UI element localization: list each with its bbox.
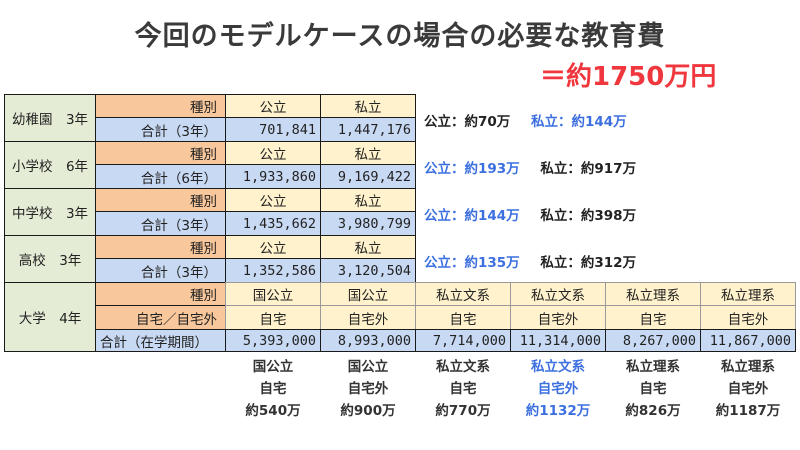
univ-summary: 私立文系 自宅 約770万 [415,356,511,422]
public-total: 701,841 [225,117,321,142]
kind-header: 種別 [95,282,226,306]
note-high-school: 公立：約135万 私立：約312万 [424,251,636,271]
summary-kind: 私立理系 [626,359,680,375]
kind-private: 私立 [320,188,416,212]
stage-label-junior-high: 中学校 3年 [4,188,96,236]
kind-private: 私立 [320,141,416,165]
kind-header: 種別 [95,141,226,165]
stage-label-kindergarten: 幼稚園 3年 [4,94,96,142]
private-total: 9,169,422 [320,164,416,189]
kind-header: 種別 [95,94,226,118]
univ-home: 自宅外 [510,305,606,330]
summary-amount: 約1132万 [525,403,591,419]
note-private: 私立：約398万 [540,208,637,224]
public-total: 1,933,860 [225,164,321,189]
stage-label-elementary: 小学校 6年 [4,141,96,189]
summary-amount: 約770万 [435,403,491,419]
summary-kind: 私立文系 [531,359,585,375]
summary-amount: 約540万 [245,403,301,419]
summary-kind: 私立理系 [721,359,775,375]
note-junior-high: 公立：約144万 私立：約398万 [424,204,636,224]
note-public: 公立：約193万 [424,161,520,177]
kind-header: 種別 [95,235,226,259]
univ-summary: 私立理系 自宅 約826万 [605,356,701,422]
grand-total: ＝約1750万円 [540,62,717,92]
univ-home: 自宅外 [700,305,796,330]
univ-kind: 国公立 [320,282,416,306]
summary-amount: 約1187万 [715,403,781,419]
kind-private: 私立 [320,94,416,118]
sum-label: 合計（6年） [95,164,226,189]
univ-total: 11,867,000 [700,329,796,352]
univ-kind: 私立文系 [415,282,511,306]
summary-home: 自宅外 [347,381,389,397]
univ-kind: 国公立 [225,282,321,306]
univ-kind: 私立文系 [510,282,606,306]
summary-home: 自宅 [259,381,287,397]
summary-home: 自宅 [639,381,667,397]
note-public: 公立：約144万 [424,208,520,224]
note-elementary: 公立：約193万 私立：約917万 [424,157,636,177]
note-public: 公立：約135万 [424,255,520,271]
kind-private: 私立 [320,235,416,259]
univ-total: 11,314,000 [510,329,606,352]
kind-header: 種別 [95,188,226,212]
summary-amount: 約900万 [340,403,396,419]
summary-kind: 私立文系 [436,359,490,375]
univ-total: 8,993,000 [320,329,416,352]
summary-home: 自宅 [449,381,477,397]
univ-total: 5,393,000 [225,329,321,352]
private-total: 1,447,176 [320,117,416,142]
private-total: 3,980,799 [320,211,416,236]
college-sum-label: 合計（在学期間） [95,329,226,352]
note-private: 私立：約917万 [540,161,637,177]
note-private: 私立：約312万 [540,255,637,271]
univ-home: 自宅 [415,305,511,330]
summary-kind: 国公立 [252,359,294,375]
public-total: 1,435,662 [225,211,321,236]
page-title: 今回のモデルケースの場合の必要な教育費 [134,21,666,52]
univ-summary: 私立理系 自宅外 約1187万 [700,356,796,422]
home-row-label: 自宅／自宅外 [95,305,226,330]
univ-home: 自宅 [605,305,701,330]
univ-summary: 国公立 自宅 約540万 [225,356,321,422]
univ-home: 自宅外 [320,305,416,330]
summary-kind: 国公立 [347,359,389,375]
stage-label-university: 大学 4年 [4,282,96,352]
sum-label: 合計（3年） [95,117,226,142]
univ-kind: 私立理系 [605,282,701,306]
summary-home: 自宅外 [727,381,769,397]
public-total: 1,352,586 [225,258,321,283]
kind-public: 公立 [225,235,321,259]
univ-total: 7,714,000 [415,329,511,352]
kind-public: 公立 [225,188,321,212]
kind-public: 公立 [225,141,321,165]
sum-label: 合計（3年） [95,211,226,236]
sum-label: 合計（3年） [95,258,226,283]
note-public: 公立：約70万 [424,114,511,130]
summary-amount: 約826万 [625,403,681,419]
univ-home: 自宅 [225,305,321,330]
note-kindergarten: 公立：約70万 私立：約144万 [424,110,627,130]
kind-public: 公立 [225,94,321,118]
stage-label-high-school: 高校 3年 [4,235,96,283]
univ-summary: 国公立 自宅外 約900万 [320,356,416,422]
univ-kind: 私立理系 [700,282,796,306]
summary-home: 自宅外 [537,381,579,397]
private-total: 3,120,504 [320,258,416,283]
univ-summary-selected: 私立文系 自宅外 約1132万 [510,356,606,422]
note-private: 私立：約144万 [531,114,627,130]
univ-total: 8,267,000 [605,329,701,352]
